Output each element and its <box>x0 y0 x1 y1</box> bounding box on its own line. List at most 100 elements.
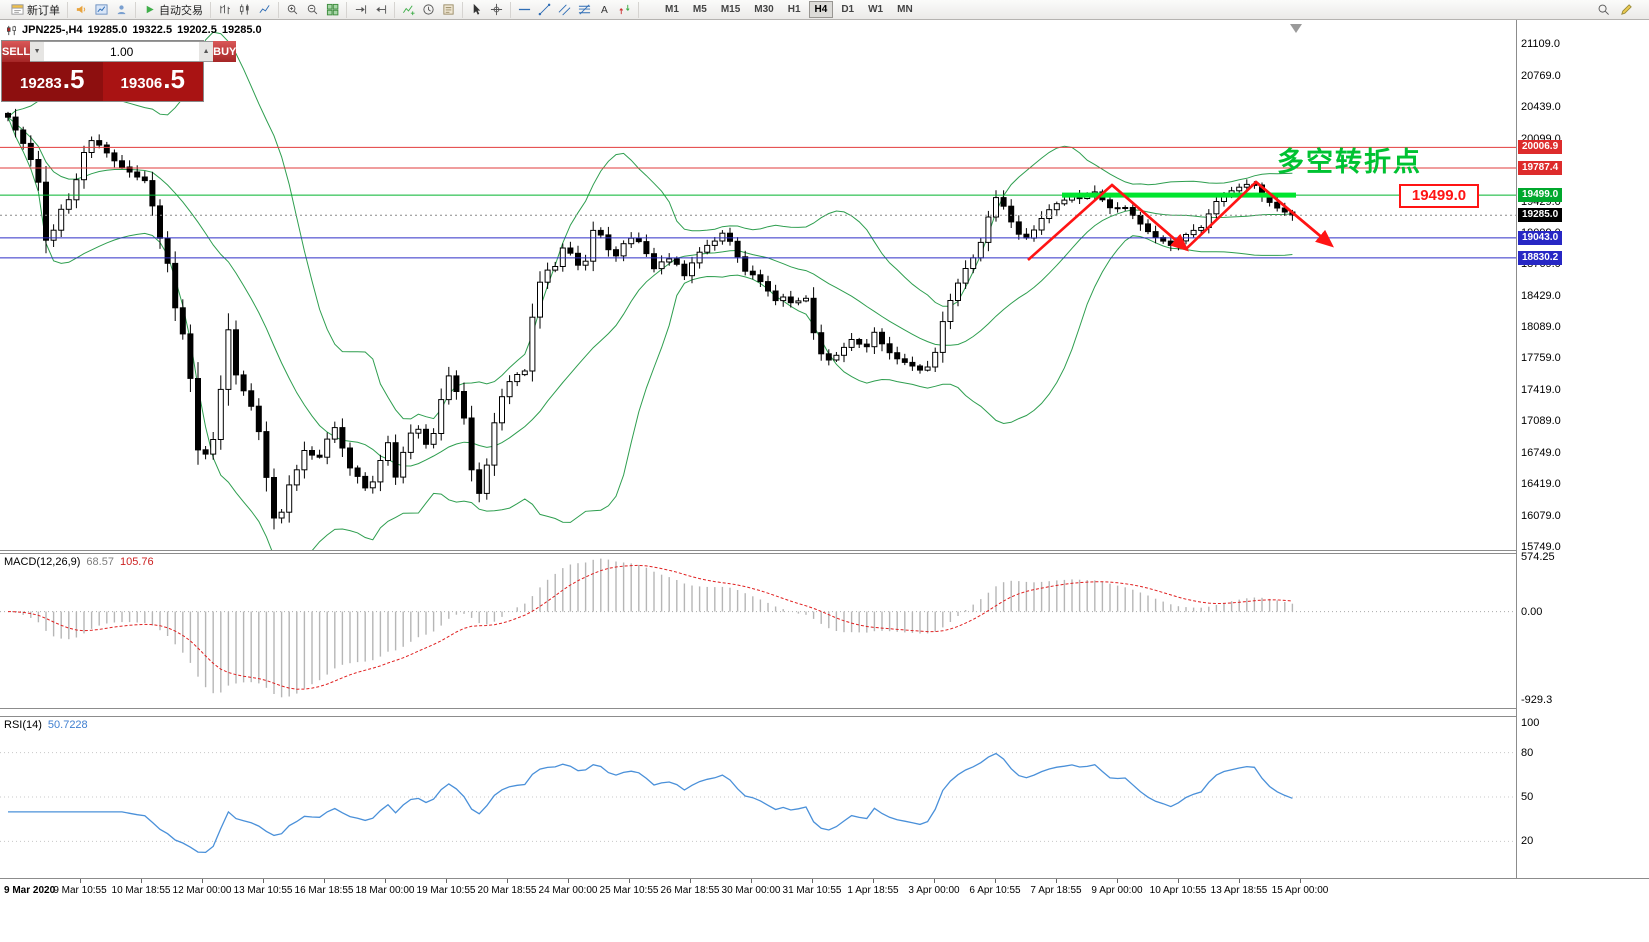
time-label: 13 Mar 10:55 <box>233 885 293 896</box>
time-label: 7 Apr 18:55 <box>1030 885 1082 896</box>
toolbar: 新订单 自动交易 A M1 M5 M15 M30 H1 H4 D1 W1 MN <box>0 0 1649 20</box>
time-tick <box>1300 879 1301 883</box>
price-tick: 17759.0 <box>1521 352 1561 365</box>
time-tick <box>324 879 325 883</box>
time-tick <box>202 879 203 883</box>
price-tick: 20439.0 <box>1521 100 1561 113</box>
price-tick: 20769.0 <box>1521 69 1561 82</box>
arrows-button[interactable] <box>616 2 633 18</box>
sell-button[interactable]: SELL <box>2 41 31 62</box>
tile-windows-icon <box>326 3 339 16</box>
rsi-name: RSI(14) <box>4 719 42 731</box>
buy-button[interactable]: BUY <box>213 41 237 62</box>
time-label: 19 Mar 10:55 <box>416 885 476 896</box>
timeframe-button-H1[interactable]: H1 <box>787 4 801 15</box>
new-order-button[interactable]: 新订单 <box>9 2 62 18</box>
hline-button[interactable] <box>516 2 533 18</box>
timeframe-button-M30[interactable]: M30 <box>754 4 774 15</box>
market-watch-button[interactable] <box>93 2 110 18</box>
profile-icon <box>115 3 128 16</box>
candlestick-button[interactable] <box>236 2 253 18</box>
indicators-button[interactable] <box>400 2 417 18</box>
triangle-down-icon: ▼ <box>33 48 41 55</box>
macd-panel-canvas[interactable] <box>0 554 1516 708</box>
time-label: 24 Mar 00:00 <box>538 885 598 896</box>
time-tick <box>934 879 935 883</box>
candlestick-icon <box>238 3 251 16</box>
zoom-in-button[interactable] <box>284 2 301 18</box>
cursor-button[interactable] <box>468 2 485 18</box>
auto-scroll-button[interactable] <box>352 2 369 18</box>
line-chart-button[interactable] <box>256 2 273 18</box>
timeframe-button-MN[interactable]: MN <box>897 4 913 15</box>
macd-label: MACD(12,26,9) 68.57 105.76 <box>4 556 154 568</box>
timeframe-button-W1[interactable]: W1 <box>868 4 884 15</box>
time-tick <box>568 879 569 883</box>
tile-windows-button[interactable] <box>324 2 341 18</box>
timeframe-button-D1[interactable]: D1 <box>841 4 855 15</box>
price-level-label: 19499.0 <box>1518 188 1563 203</box>
toolbar-group <box>279 1 347 18</box>
navigator-button[interactable] <box>113 2 130 18</box>
toolbar-group <box>211 1 279 18</box>
timeframe-button-H4[interactable]: H4 <box>808 1 834 18</box>
macd-signal-line <box>7 564 1293 690</box>
panel-divider <box>0 708 1649 709</box>
bar-chart-icon <box>218 3 231 16</box>
periods-button[interactable] <box>420 2 437 18</box>
templates-button[interactable] <box>440 2 457 18</box>
channel-button[interactable] <box>556 2 573 18</box>
macd-value-main: 68.57 <box>86 556 114 568</box>
time-label: 1 Apr 18:55 <box>847 885 899 896</box>
fibonacci-button[interactable] <box>576 2 593 18</box>
ohlc-low: 19202.5 <box>177 24 217 36</box>
time-tick <box>995 879 996 883</box>
ask-price[interactable]: 19306 .5 <box>102 62 203 101</box>
price-axis[interactable]: 21109.020769.020439.020099.019759.019429… <box>1516 20 1649 902</box>
volume-input[interactable] <box>44 42 200 61</box>
autotrading-icon <box>143 3 156 16</box>
time-label: 13 Apr 18:55 <box>1210 885 1268 896</box>
timeframe-button-M5[interactable]: M5 <box>692 4 707 15</box>
price-chart-canvas[interactable] <box>0 20 1516 550</box>
one-click-trading-panel: SELL ▼ ▲ BUY 19283 .5 19306 .5 <box>2 41 237 101</box>
trendline-button[interactable] <box>536 2 553 18</box>
timeframe-button-M15[interactable]: M15 <box>720 4 741 15</box>
toolbar-group: 新订单 <box>4 1 68 18</box>
trade-prices-row: 19283 .5 19306 .5 <box>2 62 203 101</box>
hline-icon <box>518 3 531 16</box>
autotrading-button[interactable]: 自动交易 <box>141 2 205 18</box>
timeframe-button-M1[interactable]: M1 <box>665 4 679 15</box>
zoom-out-button[interactable] <box>304 2 321 18</box>
templates-icon <box>442 3 455 16</box>
rsi-panel-canvas[interactable] <box>0 717 1516 878</box>
panel-divider <box>0 550 1649 551</box>
bollinger-bands <box>7 31 1293 550</box>
zoom-out-icon <box>306 3 319 16</box>
ask-price-int: 19306 <box>120 75 163 92</box>
rsi-axis-value: 100 <box>1521 717 1540 729</box>
time-label: 26 Mar 18:55 <box>660 885 720 896</box>
time-axis[interactable]: 9 Mar 2020 9 Mar 10:55 10 Mar 18:55 12 Mar … <box>0 878 1649 903</box>
search-button[interactable] <box>1595 2 1612 18</box>
turning-point-annotation: 多空转折点 <box>1277 147 1422 177</box>
panel-splitter[interactable] <box>0 553 1649 554</box>
bar-chart-button[interactable] <box>216 2 233 18</box>
chart-shift-button[interactable] <box>372 2 389 18</box>
toolbar-group: A <box>511 1 639 18</box>
price-tick: 18089.0 <box>1521 321 1561 334</box>
crosshair-button[interactable] <box>488 2 505 18</box>
time-label: 30 Mar 00:00 <box>721 885 781 896</box>
volume-decrease-button[interactable]: ▼ <box>30 42 45 61</box>
time-label: 16 Mar 18:55 <box>294 885 354 896</box>
panel-splitter[interactable] <box>0 716 1649 717</box>
time-label: 10 Apr 10:55 <box>1149 885 1207 896</box>
symbol-timeframe-label: JPN225-,H4 <box>22 24 83 36</box>
bid-price[interactable]: 19283 .5 <box>2 62 103 101</box>
time-tick <box>1239 879 1240 883</box>
sound-button[interactable] <box>73 2 90 18</box>
compose-button[interactable] <box>1618 2 1635 18</box>
volume-increase-button[interactable]: ▲ <box>199 42 214 61</box>
text-button[interactable]: A <box>596 2 613 18</box>
